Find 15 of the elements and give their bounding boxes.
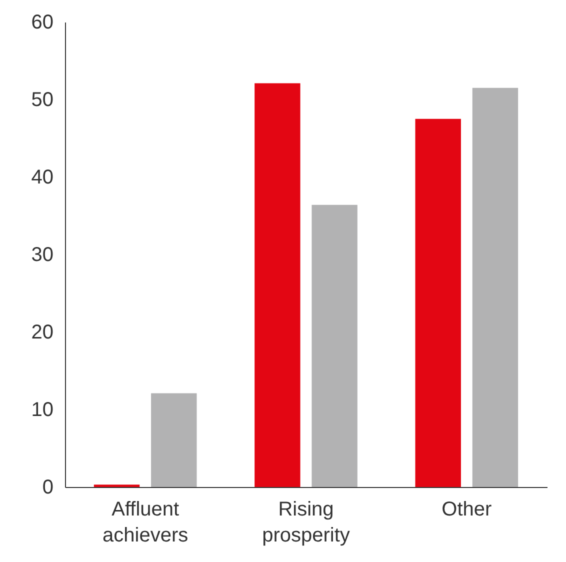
bar bbox=[254, 83, 300, 487]
y-tick-label: 20 bbox=[31, 322, 54, 344]
bar bbox=[472, 88, 518, 487]
bar bbox=[312, 204, 358, 487]
x-tick-label: Other bbox=[442, 498, 492, 520]
y-tick-label: 0 bbox=[42, 476, 54, 498]
x-tick-label: Affluent achievers bbox=[102, 498, 188, 546]
y-tick-label: 10 bbox=[31, 399, 54, 421]
y-tick-label: 60 bbox=[31, 12, 54, 34]
y-tick-label: 50 bbox=[31, 89, 54, 111]
x-tick-label: Rising prosperity bbox=[262, 498, 350, 546]
y-tick-label: 30 bbox=[31, 244, 54, 266]
bar bbox=[151, 393, 197, 487]
bar bbox=[415, 118, 461, 487]
y-tick-label: 40 bbox=[31, 166, 54, 188]
